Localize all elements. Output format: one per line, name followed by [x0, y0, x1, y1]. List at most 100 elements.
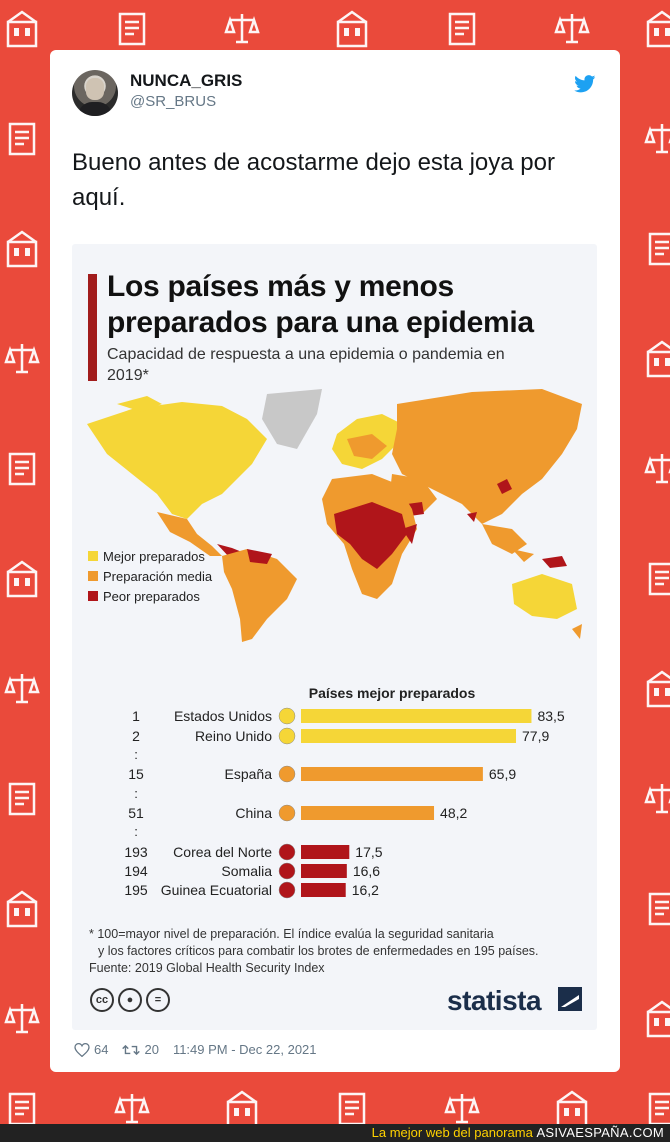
like-button[interactable]: 64 [74, 1042, 108, 1057]
infographic-title: Los países más y menos preparados para u… [107, 270, 534, 339]
background-decoration-icon [2, 118, 42, 158]
flag-icon [278, 765, 296, 783]
value-label: 16,2 [352, 882, 379, 898]
background-decoration-icon [332, 1088, 372, 1128]
background-decoration-icon [642, 668, 670, 708]
flag-icon [278, 843, 296, 861]
background-decoration-icon [642, 448, 670, 488]
legend-swatch [88, 591, 98, 601]
country-label: España [225, 766, 273, 782]
background-decoration-icon [2, 558, 42, 598]
value-label: 48,2 [440, 805, 467, 821]
legend-item: Preparación media [88, 566, 212, 586]
rank-label: 2 [132, 728, 140, 744]
gap-marker: : [134, 786, 138, 801]
background-decoration-icon [642, 998, 670, 1038]
background-decoration-icon [642, 338, 670, 378]
country-label: Somalia [221, 863, 272, 879]
statista-logo: statista [447, 985, 542, 1016]
background-decoration-icon [642, 1088, 670, 1128]
background-decoration-icon [2, 228, 42, 268]
site-brand: ASIVAESPAÑA.COM [536, 1125, 664, 1140]
flag-icon [278, 804, 296, 822]
background-decoration-icon [552, 1088, 592, 1128]
country-label: Estados Unidos [174, 708, 272, 724]
background-decoration-icon [2, 668, 42, 708]
value-label: 16,6 [353, 863, 380, 879]
site-banner[interactable]: La mejor web del panorama ASIVAESPAÑA.CO… [0, 1124, 670, 1142]
country-label: Corea del Norte [173, 844, 272, 860]
footnote-line-1: * 100=mayor nivel de preparación. El índ… [89, 927, 494, 941]
rank-label: 194 [124, 863, 148, 879]
background-decoration-icon [112, 1088, 152, 1128]
tweet-actions: 64 20 11:49 PM - Dec 22, 2021 [74, 1042, 331, 1057]
background-decoration-icon [2, 888, 42, 928]
background-decoration-icon [2, 778, 42, 818]
legend-label: Peor preparados [103, 588, 200, 604]
rank-label: 1 [132, 708, 140, 724]
like-count: 64 [94, 1042, 109, 1057]
legend-item: Peor preparados [88, 586, 212, 606]
background-decoration-icon [2, 338, 42, 378]
retweet-icon [122, 1044, 141, 1055]
bar [301, 806, 435, 820]
background-decoration-icon [2, 1088, 42, 1128]
bar [301, 845, 350, 859]
rank-label: 193 [124, 844, 148, 860]
twitter-bird-icon[interactable] [574, 75, 596, 93]
background-decoration-icon [552, 8, 592, 48]
flag-icon [278, 727, 296, 745]
map-legend: Mejor preparados Preparación media Peor … [88, 546, 212, 606]
rank-label: 51 [128, 805, 144, 821]
bar [301, 729, 517, 743]
chart-title: Países mejor preparados [309, 685, 476, 701]
rank-label: 15 [128, 766, 144, 782]
avatar[interactable] [72, 70, 118, 116]
background-decoration-icon [442, 8, 482, 48]
legend-item: Mejor preparados [88, 546, 212, 566]
background-decoration-icon [642, 8, 670, 48]
tweet-card[interactable]: NUNCA_GRIS @SR_BRUS Bueno antes de acost… [50, 50, 620, 1072]
background-decoration-icon [222, 1088, 262, 1128]
background-decoration-icon [642, 888, 670, 928]
gap-marker: : [134, 824, 138, 839]
retweet-count: 20 [144, 1042, 159, 1057]
bar [301, 709, 532, 723]
nd-icon: = [146, 988, 170, 1012]
background-decoration-icon [642, 228, 670, 268]
display-name[interactable]: NUNCA_GRIS [130, 71, 243, 90]
value-label: 77,9 [522, 728, 549, 744]
tweet-timestamp[interactable]: 11:49 PM - Dec 22, 2021 [172, 1042, 317, 1057]
by-icon: ● [118, 988, 142, 1012]
flag-icon [278, 881, 296, 899]
background-decoration-icon [442, 1088, 482, 1128]
legend-swatch [88, 551, 98, 561]
legend-label: Preparación media [103, 568, 213, 584]
background-decoration-icon [2, 448, 42, 488]
background-decoration-icon [642, 558, 670, 598]
value-label: 83,5 [537, 708, 564, 724]
country-label: Reino Unido [195, 728, 272, 744]
user-handle[interactable]: @SR_BRUS [130, 93, 217, 110]
background-decoration-icon [2, 998, 42, 1038]
rank-label: 195 [124, 882, 148, 898]
gap-marker: : [134, 747, 138, 762]
heart-icon [74, 1042, 90, 1057]
site-tagline: La mejor web del panorama [371, 1125, 533, 1140]
flag-icon [278, 862, 296, 880]
statista-logo-icon [558, 987, 582, 1011]
world-map [87, 389, 582, 642]
source-line: Fuente: 2019 Global Health Security Inde… [89, 961, 325, 975]
retweet-button[interactable]: 20 [122, 1042, 159, 1057]
infographic-subtitle: Capacidad de respuesta a una epidemia o … [107, 346, 505, 384]
background-decoration-icon [222, 8, 262, 48]
infographic-image[interactable]: Los países más y menos preparados para u… [72, 244, 597, 1030]
value-label: 65,9 [489, 766, 516, 782]
background-decoration-icon [642, 778, 670, 818]
bar [301, 767, 483, 781]
legend-swatch [88, 571, 98, 581]
footnote-line-2: y los factores críticos para combatir lo… [98, 944, 539, 958]
background-decoration-icon [332, 8, 372, 48]
country-label: Guinea Ecuatorial [161, 882, 272, 898]
